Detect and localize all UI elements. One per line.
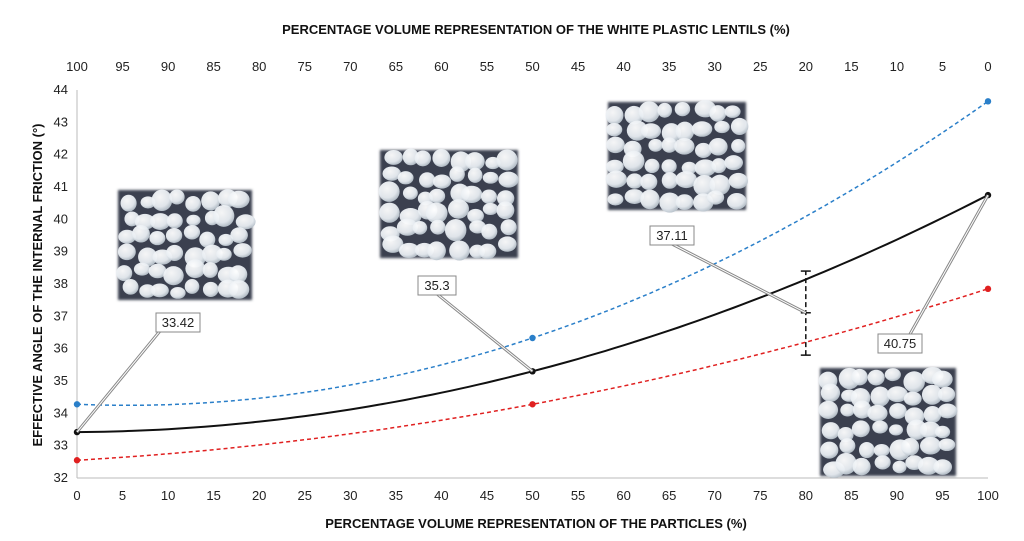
x-tick-label: 55 [571, 488, 585, 503]
callout-label: 35.3 [424, 278, 449, 293]
y-tick-label: 38 [54, 276, 68, 291]
x-tick-label: 35 [389, 488, 403, 503]
callout-box [877, 333, 923, 354]
top-tick-label: 40 [616, 59, 630, 74]
top-tick-label: 45 [571, 59, 585, 74]
data-point-upper [529, 334, 536, 342]
top-tick-label: 30 [707, 59, 721, 74]
y-axis-title: EFFECTIVE ANGLE OF THE INTERNAL FRICTION… [30, 124, 45, 447]
top-tick-label: 90 [161, 59, 175, 74]
photo-inset-mix-20 [605, 100, 749, 213]
callout-label: 33.42 [162, 315, 195, 330]
top-tick-label: 60 [434, 59, 448, 74]
x-tick-labels: 0 5 10 15 20 25 30 35 40 45 50 55 60 65 70 75 80 85 90 95 10… [73, 488, 998, 503]
top-tick-label: 85 [206, 59, 220, 74]
data-point-lower [73, 457, 81, 464]
x-tick-label: 0 [73, 488, 80, 503]
x-tick-label: 95 [935, 488, 949, 503]
x-tick-label: 15 [206, 488, 220, 503]
top-tick-label: 20 [799, 59, 813, 74]
x-tick-label: 40 [434, 488, 448, 503]
top-tick-label: 5 [939, 59, 946, 74]
x-tick-label: 30 [343, 488, 357, 503]
photo-inset-mix-50 [378, 148, 519, 261]
y-tick-label: 43 [54, 114, 68, 129]
x-tick-label: 25 [298, 488, 312, 503]
x-tick-label: 10 [161, 488, 175, 503]
top-tick-label: 65 [389, 59, 403, 74]
x-tick-label: 75 [753, 488, 767, 503]
x-tick-label: 90 [890, 488, 904, 503]
x-tick-label: 5 [119, 488, 126, 503]
y-tick-label: 33 [54, 438, 68, 453]
top-tick-label: 25 [753, 59, 767, 74]
y-tick-label: 36 [54, 341, 68, 356]
y-tick-label: 41 [54, 179, 68, 194]
top-tick-label: 55 [480, 59, 494, 74]
photo-inset-lentils [818, 367, 958, 478]
top-tick-labels: 100 95 90 85 80 75 70 65 60 55 50 45 40 35 30 25 20 15 10 5… [66, 59, 991, 74]
series-line-lower [76, 288, 989, 461]
top-tick-label: 70 [343, 59, 357, 74]
top-tick-label: 0 [984, 59, 991, 74]
callout-box [155, 312, 201, 333]
x-tick-label: 20 [252, 488, 266, 503]
data-point-lower [984, 285, 992, 293]
y-tick-label: 40 [54, 211, 68, 226]
x-tick-label: 100 [977, 488, 999, 503]
bottom-axis-title: PERCENTAGE VOLUME REPRESENTATION OF THE … [325, 516, 747, 531]
y-tick-label: 32 [54, 470, 68, 485]
x-tick-label: 80 [799, 488, 813, 503]
callout-label: 40.75 [884, 336, 917, 351]
data-point-upper [73, 401, 81, 408]
y-tick-labels: 32 33 34 35 36 37 38 39 40 41 42 43 44 [54, 82, 68, 485]
top-tick-label: 10 [890, 59, 904, 74]
x-tick-label: 70 [707, 488, 721, 503]
x-tick-label: 65 [662, 488, 676, 503]
data-point-lower [529, 401, 536, 408]
y-tick-label: 42 [54, 147, 68, 162]
top-tick-label: 95 [115, 59, 129, 74]
y-tick-label: 37 [54, 308, 68, 323]
callout-label: 37.11 [656, 228, 688, 243]
top-tick-label: 80 [252, 59, 266, 74]
x-tick-label: 85 [844, 488, 858, 503]
callout-box [417, 275, 457, 296]
top-tick-label: 50 [525, 59, 539, 74]
data-point-upper [984, 98, 992, 105]
x-tick-label: 50 [525, 488, 539, 503]
top-axis-title: PERCENTAGE VOLUME REPRESENTATION OF THE … [282, 22, 790, 37]
y-tick-label: 34 [54, 405, 68, 420]
top-tick-label: 35 [662, 59, 676, 74]
x-tick-label: 45 [480, 488, 494, 503]
y-tick-label: 44 [54, 82, 68, 97]
top-tick-label: 15 [844, 59, 858, 74]
callout-box [649, 225, 695, 246]
photo-inset-particles [116, 189, 256, 300]
x-tick-label: 60 [616, 488, 630, 503]
y-tick-label: 35 [54, 373, 68, 388]
y-tick-label: 39 [54, 244, 68, 259]
top-tick-label: 100 [66, 59, 88, 74]
top-tick-label: 75 [298, 59, 312, 74]
